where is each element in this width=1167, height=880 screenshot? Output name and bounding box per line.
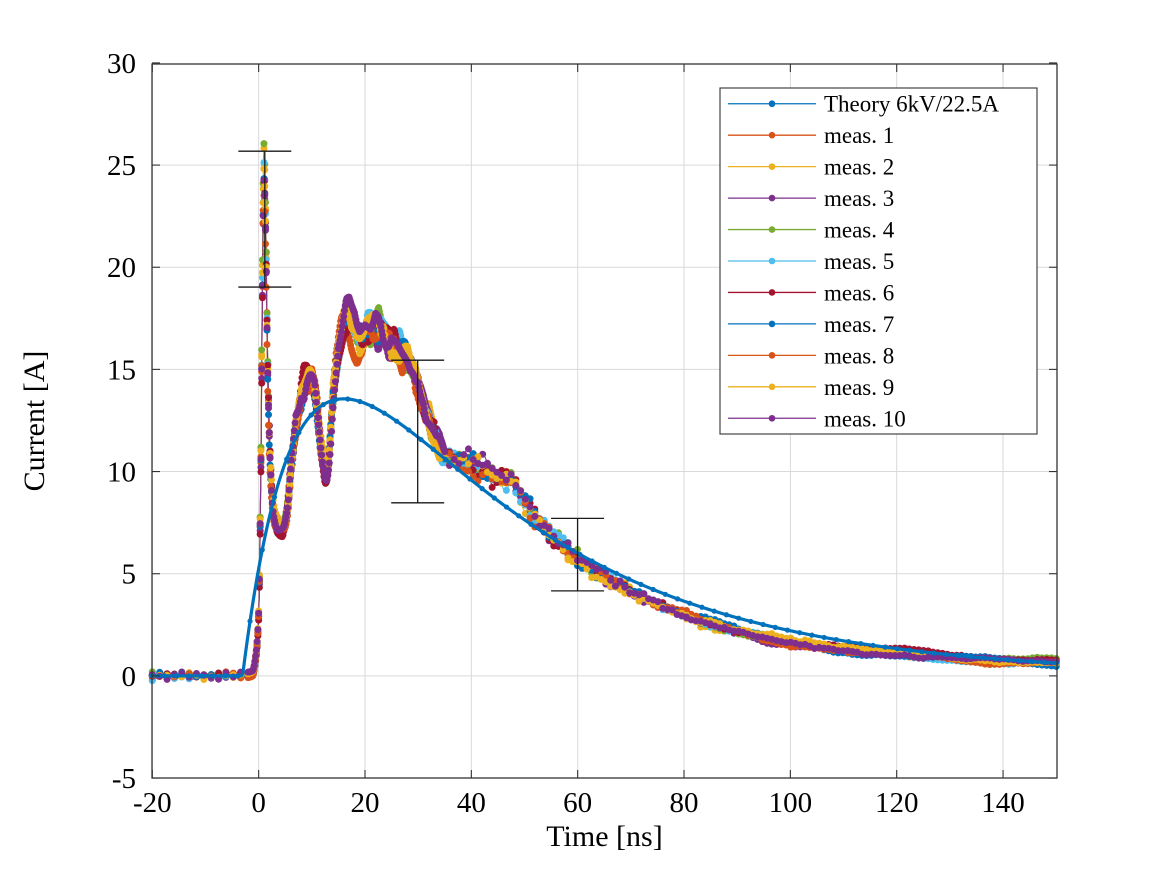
svg-text:20: 20 xyxy=(350,787,379,819)
svg-text:80: 80 xyxy=(670,787,699,819)
svg-text:15: 15 xyxy=(107,354,136,386)
svg-text:meas. 9: meas. 9 xyxy=(824,375,894,400)
svg-text:meas. 2: meas. 2 xyxy=(824,155,894,180)
svg-text:Theory 6kV/22.5A: Theory 6kV/22.5A xyxy=(824,92,999,117)
svg-text:5: 5 xyxy=(122,559,137,591)
svg-text:meas. 4: meas. 4 xyxy=(824,218,895,243)
svg-text:meas. 3: meas. 3 xyxy=(824,186,894,211)
svg-text:0: 0 xyxy=(122,661,137,693)
svg-text:meas. 7: meas. 7 xyxy=(824,312,894,337)
svg-text:60: 60 xyxy=(563,787,592,819)
svg-text:25: 25 xyxy=(107,150,136,182)
svg-text:meas. 1: meas. 1 xyxy=(824,123,894,148)
svg-text:-20: -20 xyxy=(133,787,172,819)
svg-text:10: 10 xyxy=(107,457,136,489)
svg-text:meas. 5: meas. 5 xyxy=(824,249,894,274)
svg-text:40: 40 xyxy=(457,787,486,819)
svg-text:120: 120 xyxy=(875,787,919,819)
svg-text:meas. 8: meas. 8 xyxy=(824,343,894,368)
svg-text:140: 140 xyxy=(981,787,1025,819)
svg-text:0: 0 xyxy=(251,787,266,819)
svg-text:30: 30 xyxy=(107,48,136,80)
svg-text:20: 20 xyxy=(107,252,136,284)
svg-text:Current [A]: Current [A] xyxy=(18,351,51,492)
svg-text:meas. 6: meas. 6 xyxy=(824,280,894,305)
svg-text:100: 100 xyxy=(769,787,813,819)
svg-text:-5: -5 xyxy=(112,763,136,795)
svg-text:Time [ns]: Time [ns] xyxy=(546,820,662,853)
svg-text:meas. 10: meas. 10 xyxy=(824,406,906,431)
